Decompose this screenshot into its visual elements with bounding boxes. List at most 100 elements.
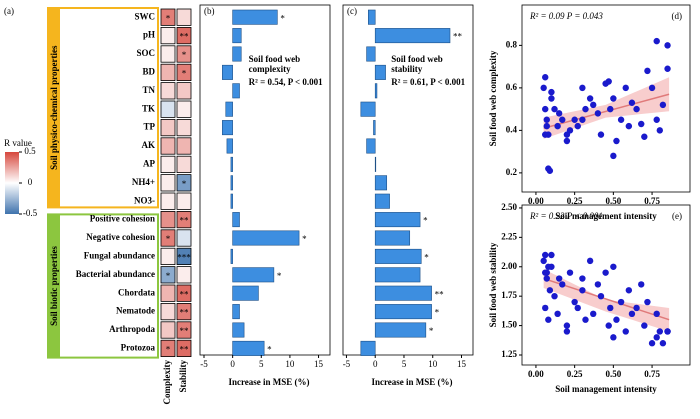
heat-cell: [176, 339, 192, 358]
panel-label: (a): [4, 6, 14, 16]
scatter-point: [542, 105, 549, 113]
scatter-point: [545, 316, 552, 323]
scatter-point: [542, 74, 549, 81]
group-label: Soil physico-chemical properties: [49, 45, 59, 170]
panel-frame: [521, 4, 691, 193]
x-tick-label: 0: [373, 359, 378, 369]
scatter-point: [543, 116, 550, 123]
heat-cell: [176, 247, 192, 265]
y-tick-label: 1.50: [501, 320, 517, 330]
scatter-point: [610, 334, 617, 341]
heat-cell: [176, 137, 192, 155]
heat-cell: [160, 100, 176, 118]
row-label: BD: [142, 66, 155, 76]
x-tick-label: 0.25: [567, 369, 583, 379]
bar-significance: **: [435, 289, 445, 299]
y-tick-label: 1.75: [501, 290, 517, 300]
scatter-point: [551, 105, 558, 113]
row-label: Bacterial abundance: [76, 269, 155, 279]
bar: [374, 304, 432, 320]
heat-cell: [160, 45, 176, 63]
scatter-point: [622, 84, 629, 92]
scatter-point: [607, 105, 614, 113]
y-axis-title: Soil food web stability: [488, 242, 498, 327]
scatter-point: [554, 310, 561, 318]
heat-cell: [160, 229, 176, 247]
bar-significance: *: [429, 326, 434, 336]
heat-cell: [160, 137, 176, 155]
x-tick-label: 5: [259, 359, 264, 369]
panel-frame: [199, 4, 331, 356]
panel-annotation: R² = 0.54, P < 0.001: [248, 77, 323, 87]
scatter-point: [617, 116, 625, 123]
column-label: Complexity: [162, 360, 172, 405]
panel-annotation: R² = 0.22 P < 0.001: [529, 211, 603, 221]
bar: [222, 64, 233, 80]
scatter-point: [607, 304, 614, 312]
panel-label: (e): [672, 211, 682, 221]
scatter-point: [546, 167, 554, 174]
bar: [232, 267, 275, 283]
heat-cell: [176, 82, 192, 100]
scatter-point: [542, 131, 549, 138]
heat-cell: [176, 63, 192, 81]
bar: [368, 9, 376, 25]
heat-cell: [160, 8, 176, 26]
heat-cell: [176, 174, 192, 192]
scatter-point: [594, 281, 602, 288]
heat-cell: [160, 266, 176, 284]
panel-label: (d): [672, 11, 683, 21]
bar: [374, 175, 388, 191]
scatter-point: [648, 340, 656, 347]
row-label: SOC: [136, 48, 155, 58]
x-tick-label: 0.75: [644, 369, 660, 379]
heat-cell: [160, 284, 176, 302]
cell-significance: **: [180, 32, 190, 42]
scatter-point: [664, 65, 671, 72]
colorbar: [5, 152, 19, 214]
column-label: Stability: [178, 360, 188, 393]
x-tick-label: 0.25: [567, 196, 583, 206]
bar-significance: *: [423, 216, 428, 226]
cell-significance: *: [166, 271, 171, 281]
scatter-point: [628, 310, 636, 318]
x-tick-label: 10: [428, 359, 438, 369]
y-axis-title: Soil food web complexity: [488, 50, 498, 146]
scatter-point: [554, 122, 561, 130]
panel-frame: [342, 4, 474, 356]
scatter-point: [548, 251, 555, 259]
x-tick-label: 0.50: [605, 196, 621, 206]
bar: [232, 322, 245, 338]
scatter-point: [638, 120, 645, 128]
y-tick-label: 1.25: [501, 349, 517, 359]
scatter-point: [594, 110, 602, 117]
heat-cell: [176, 266, 192, 284]
row-label: Negative cohesion: [86, 232, 155, 242]
bar: [222, 120, 233, 136]
scatter-point: [644, 298, 651, 306]
bar: [374, 267, 421, 283]
bar: [232, 9, 278, 25]
scatter-point: [659, 101, 667, 109]
x-tick-label: -5: [200, 359, 208, 369]
cell-significance: ***: [177, 252, 191, 262]
cell-significance: **: [180, 326, 190, 336]
x-axis-title: Soil management intensity: [555, 384, 657, 394]
bar: [232, 230, 300, 246]
cell-significance: **: [180, 289, 190, 299]
heat-cell: [160, 155, 176, 173]
heat-cell: [160, 247, 176, 265]
x-axis-title: Increase in MSE (%): [228, 377, 309, 387]
row-label: NH4+: [132, 177, 155, 187]
scatter-point: [605, 322, 612, 329]
row-label: Positive cohesion: [90, 214, 155, 224]
heat-cell: [160, 339, 176, 358]
bar: [374, 212, 421, 228]
y-tick-label: 0.2: [506, 167, 518, 177]
scatter-point: [659, 340, 667, 347]
y-tick-label: 0.6: [506, 82, 518, 92]
x-tick-label: 15: [457, 359, 467, 369]
scatter-point: [656, 127, 664, 134]
scatter-point: [574, 122, 581, 130]
row-label: Arthropoda: [109, 324, 155, 334]
